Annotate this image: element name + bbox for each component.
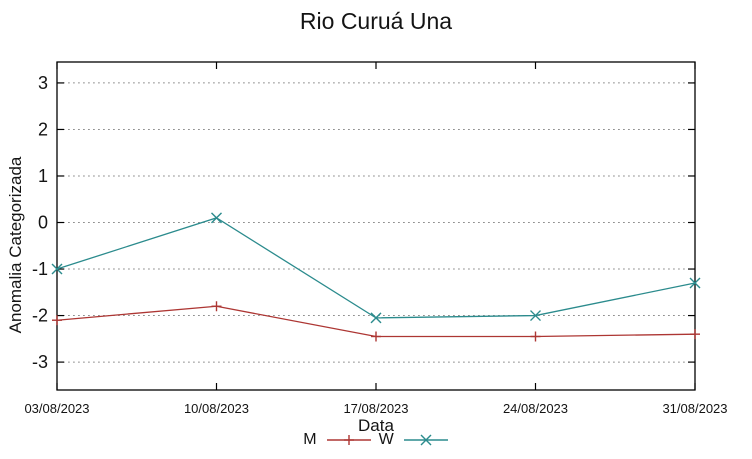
- svg-text:-2: -2: [32, 306, 48, 326]
- legend-label-m: M: [303, 431, 317, 448]
- chart-title: Rio Curuá Una: [299, 8, 453, 34]
- svg-text:-3: -3: [32, 352, 48, 372]
- svg-text:3: 3: [38, 73, 48, 93]
- svg-text:10/08/2023: 10/08/2023: [184, 401, 249, 416]
- x-axis-label: Data: [358, 416, 394, 435]
- svg-text:17/08/2023: 17/08/2023: [343, 401, 408, 416]
- svg-text:24/08/2023: 24/08/2023: [503, 401, 568, 416]
- svg-text:2: 2: [38, 119, 48, 139]
- svg-text:03/08/2023: 03/08/2023: [24, 401, 89, 416]
- svg-text:0: 0: [38, 213, 48, 233]
- legend: M W: [0, 431, 752, 449]
- legend-item-w: W: [379, 431, 449, 449]
- svg-text:31/08/2023: 31/08/2023: [662, 401, 727, 416]
- legend-item-m: M: [303, 431, 371, 449]
- w-series-line-sample-icon: [403, 434, 448, 446]
- svg-text:-1: -1: [32, 259, 48, 279]
- legend-label-w: W: [378, 431, 394, 448]
- svg-text:1: 1: [38, 166, 48, 186]
- m-series-line-sample-icon: [326, 435, 371, 445]
